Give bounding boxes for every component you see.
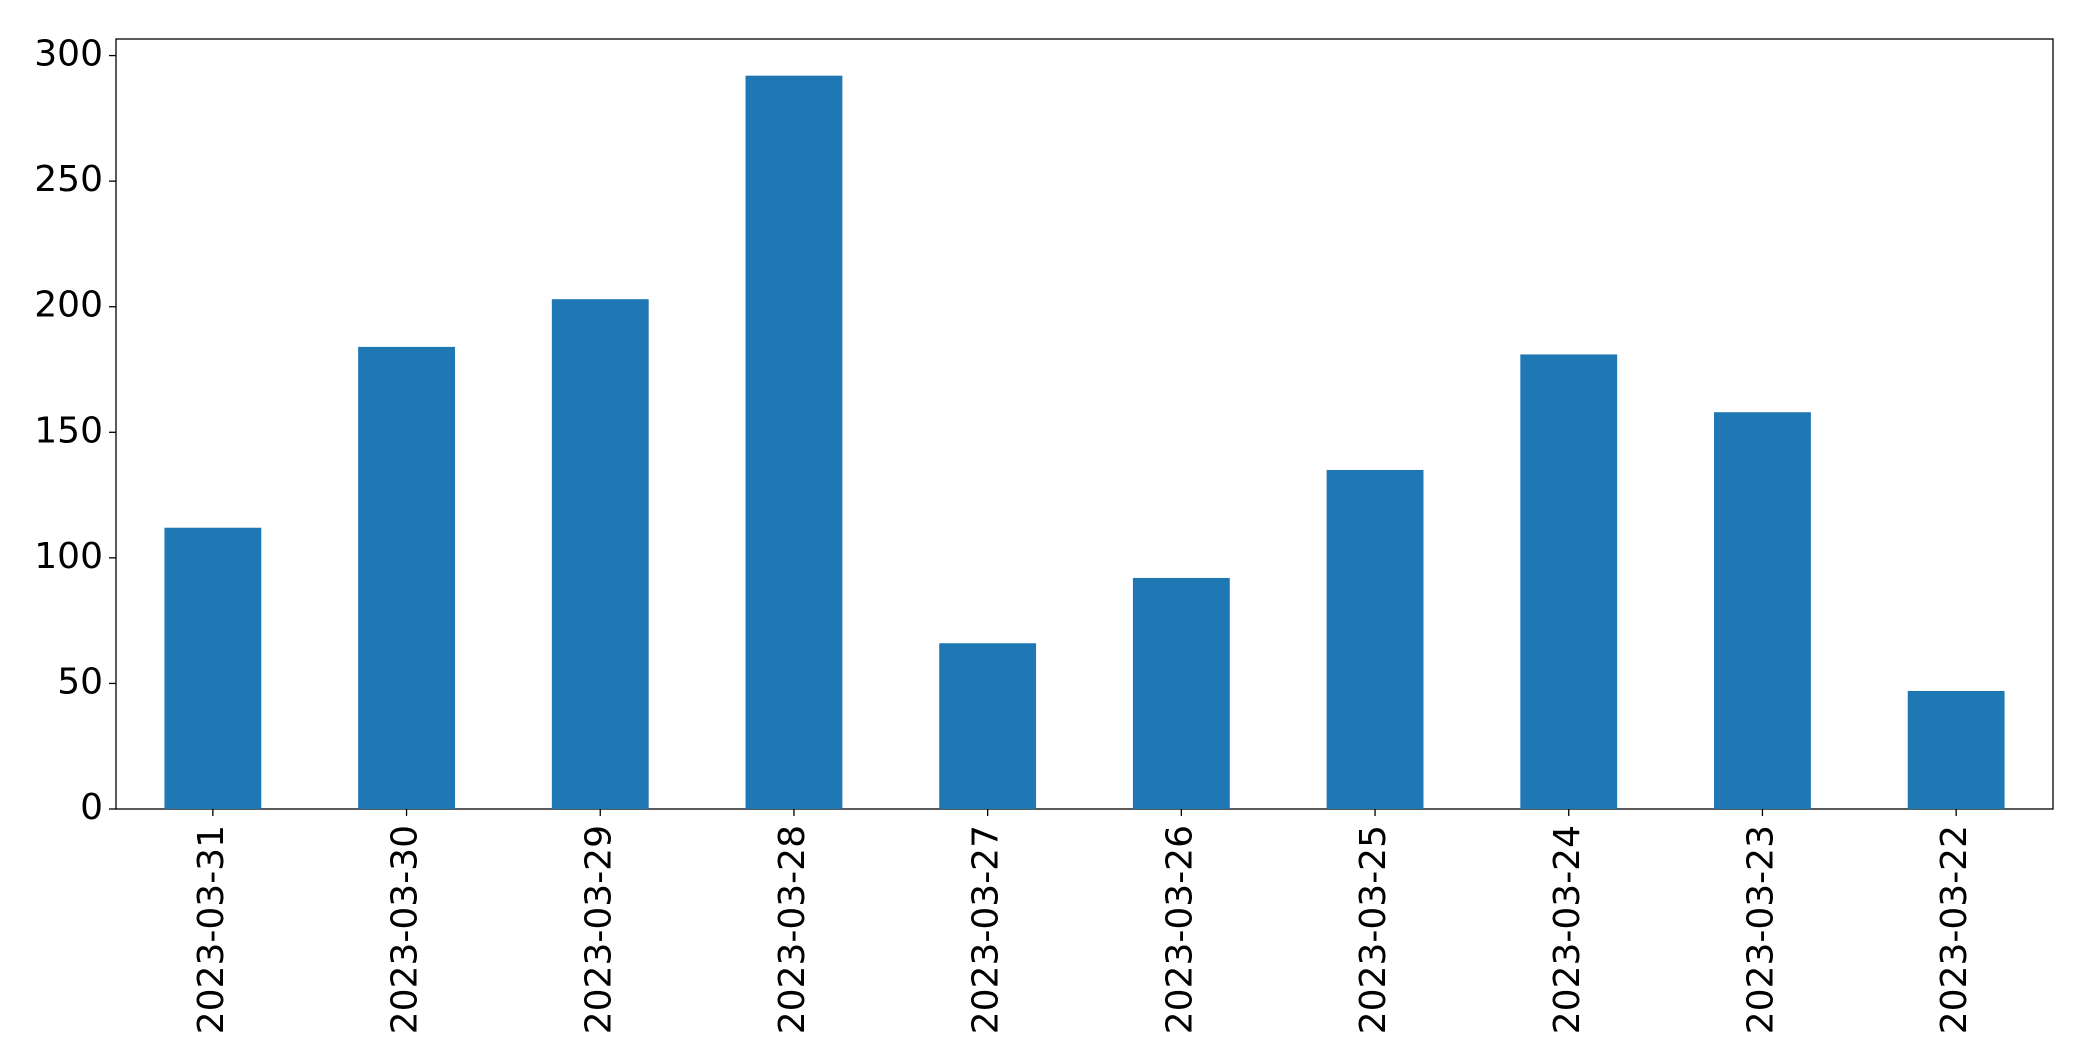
x-tick-label: 2023-03-23 (1740, 825, 1781, 1034)
y-tick-label: 300 (34, 34, 103, 75)
bar (939, 643, 1037, 809)
x-tick-label: 2023-03-22 (1934, 825, 1975, 1034)
y-tick-label: 250 (34, 159, 103, 200)
bar (1907, 690, 2005, 809)
x-tick-label: 2023-03-29 (578, 825, 619, 1034)
bar (1132, 577, 1230, 809)
x-tick-label: 2023-03-27 (966, 825, 1007, 1034)
y-tick-label: 50 (57, 661, 103, 702)
y-tick-label: 0 (80, 787, 103, 828)
y-tick-label: 200 (34, 285, 103, 326)
x-tick-label: 2023-03-31 (191, 825, 232, 1034)
bar (551, 299, 649, 809)
bar (1520, 354, 1618, 809)
bar (164, 527, 262, 809)
bar (745, 75, 843, 809)
x-tick-label: 2023-03-30 (385, 825, 426, 1034)
y-tick-label: 100 (34, 536, 103, 577)
bar (1714, 412, 1811, 809)
bar (358, 346, 455, 809)
y-tick-label: 150 (34, 410, 103, 451)
bar (1326, 469, 1424, 809)
axes-frame (115, 38, 2054, 810)
x-tick-label: 2023-03-26 (1159, 825, 1200, 1034)
x-tick-label: 2023-03-24 (1547, 825, 1588, 1034)
x-tick-label: 2023-03-25 (1353, 825, 1394, 1034)
x-tick-label: 2023-03-28 (772, 825, 813, 1034)
